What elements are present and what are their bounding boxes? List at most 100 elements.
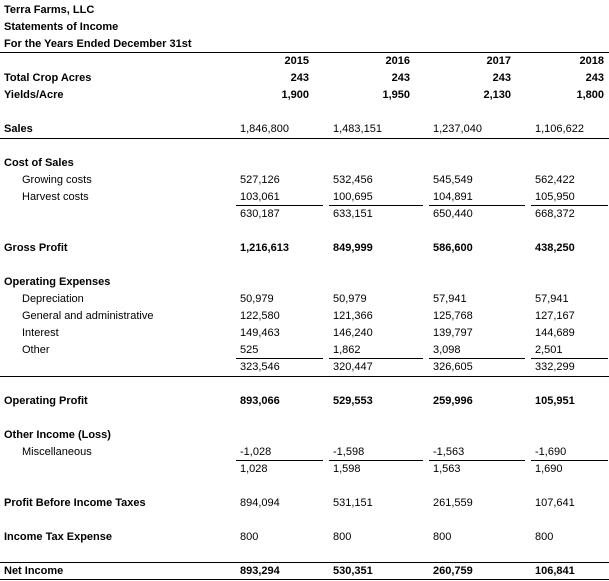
cell-value: 243 [391,72,410,84]
cell-value: 1,862 [333,344,361,356]
cell-value: -1,598 [333,446,365,458]
underline [531,460,608,461]
cell-value: 107,641 [535,497,575,509]
cell-value: 261,559 [433,497,473,509]
cell-value: 1,483,151 [333,123,382,135]
period: For the Years Ended December 31st [4,38,192,50]
row-label: Gross Profit [4,242,68,254]
row-label: Growing costs [22,174,92,186]
cell-value: 1,900 [281,89,309,101]
cell-value: 633,151 [333,208,373,220]
row-label: Operating Expenses [4,276,111,288]
row-label: Net Income [4,565,64,577]
cell-value: 438,250 [535,242,575,254]
cell-value: 530,351 [333,565,373,577]
cell-value: 105,950 [535,191,575,203]
cell-value: 105,951 [535,395,575,407]
row-label: Income Tax Expense [4,531,113,543]
cell-value: -1,563 [433,446,465,458]
cell-value: 127,167 [535,310,575,322]
cell-value: 1,237,040 [433,123,482,135]
cell-value: 630,187 [240,208,280,220]
cell-value: 50,979 [240,293,274,305]
cell-value: 1,846,800 [240,123,289,135]
cell-value: 849,999 [333,242,373,254]
cell-value: 668,372 [535,208,575,220]
cell-value: 146,240 [333,327,373,339]
cell-value: 562,422 [535,174,575,186]
cell-value: 800 [333,531,352,543]
cell-value: 529,553 [333,395,373,407]
cell-value: 531,151 [333,497,373,509]
year-header: 2017 [486,55,511,67]
cell-value: 320,447 [333,361,373,373]
row-label: Yields/Acre [4,89,64,101]
rule [0,376,609,377]
cell-value: 532,456 [333,174,373,186]
cell-value: 259,996 [433,395,473,407]
cell-value: 1,106,622 [535,123,584,135]
cell-value: 1,028 [240,463,268,475]
row-label: Cost of Sales [4,157,74,169]
cell-value: 800 [535,531,554,543]
row-label: Other [22,344,50,356]
underline [236,205,323,206]
cell-value: 586,600 [433,242,473,254]
cell-value: 323,546 [240,361,280,373]
cell-value: 893,294 [240,565,280,577]
cell-value: 650,440 [433,208,473,220]
cell-value: 1,598 [333,463,361,475]
row-label: Sales [4,123,33,135]
row-label: General and administrative [22,310,154,322]
cell-value: 2,501 [535,344,563,356]
underline [429,358,525,359]
cell-value: 139,797 [433,327,473,339]
row-label: Operating Profit [4,395,88,407]
underline [329,460,423,461]
row-label: Other Income (Loss) [4,429,111,441]
row-label: Profit Before Income Taxes [4,497,146,509]
row-label: Total Crop Acres [4,72,92,84]
underline [236,460,323,461]
cell-value: 332,299 [535,361,575,373]
rule [0,52,609,53]
cell-value: 122,580 [240,310,280,322]
statement-title: Statements of Income [4,21,119,33]
cell-value: 3,098 [433,344,461,356]
underline [531,205,608,206]
cell-value: 243 [492,72,511,84]
cell-value: 243 [290,72,309,84]
cell-value: 104,891 [433,191,473,203]
cell-value: 144,689 [535,327,575,339]
cell-value: 50,979 [333,293,367,305]
cell-value: 527,126 [240,174,280,186]
cell-value: 106,841 [535,565,575,577]
cell-value: 1,690 [535,463,563,475]
underline [329,358,423,359]
cell-value: 1,563 [433,463,461,475]
cell-value: -1,690 [535,446,567,458]
year-header: 2015 [284,55,309,67]
cell-value: 103,061 [240,191,280,203]
row-label: Depreciation [22,293,84,305]
year-header: 2016 [385,55,410,67]
rule [0,138,609,139]
row-label: Interest [22,327,59,339]
cell-value: 1,950 [382,89,410,101]
rule [0,579,609,580]
row-label: Miscellaneous [22,446,92,458]
year-header: 2018 [579,55,604,67]
cell-value: 525 [240,344,259,356]
cell-value: 894,094 [240,497,280,509]
underline [531,358,608,359]
cell-value: 893,066 [240,395,280,407]
underline [429,205,525,206]
cell-value: 2,130 [483,89,511,101]
cell-value: 149,463 [240,327,280,339]
cell-value: 800 [433,531,452,543]
cell-value: 100,695 [333,191,373,203]
underline [329,205,423,206]
cell-value: 800 [240,531,259,543]
cell-value: 545,549 [433,174,473,186]
